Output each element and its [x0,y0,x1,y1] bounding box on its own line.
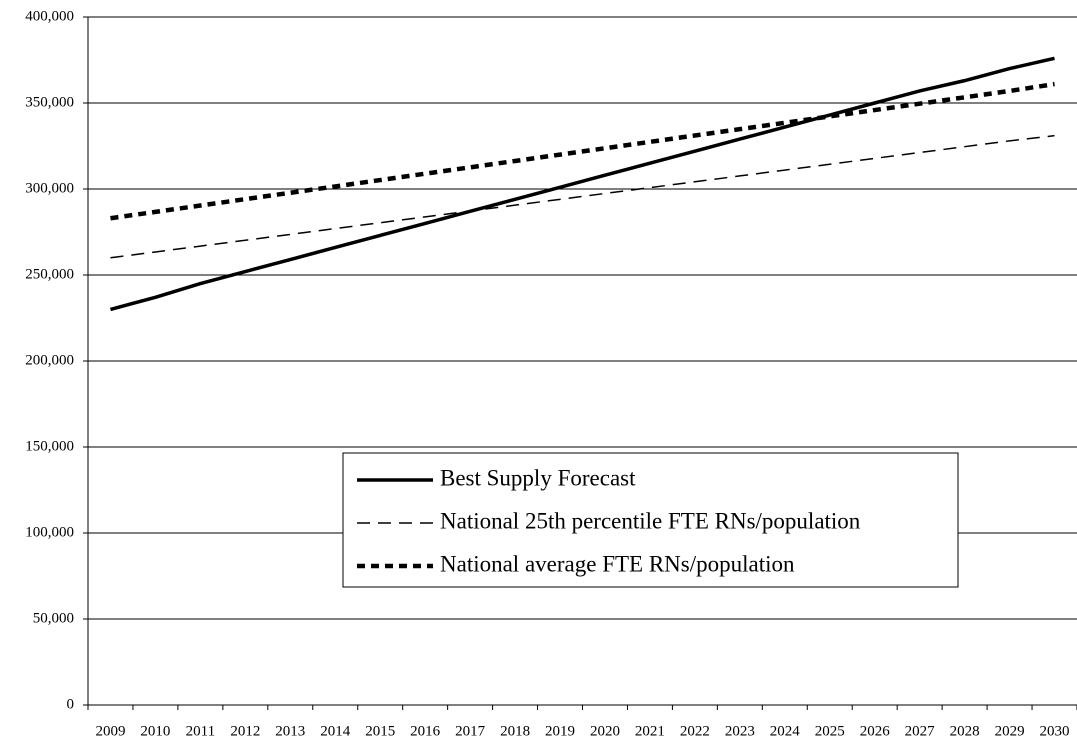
legend-label: National average FTE RNs/population [440,551,795,576]
y-tick-label: 0 [67,696,75,712]
x-tick-label: 2027 [905,723,936,739]
x-tick-label: 2021 [635,723,665,739]
x-tick-label: 2016 [410,723,441,739]
x-tick-label: 2010 [140,723,170,739]
legend-label: National 25th percentile FTE RNs/populat… [440,508,861,533]
legend-box [342,452,959,588]
x-tick-label: 2014 [320,723,351,739]
x-tick-label: 2026 [860,723,891,739]
x-tick-label: 2012 [230,723,260,739]
x-tick-label: 2015 [365,723,395,739]
x-tick-label: 2030 [1040,723,1070,739]
x-tick-label: 2028 [950,723,980,739]
x-tick-label: 2011 [186,723,215,739]
x-tick-label: 2029 [995,723,1025,739]
y-tick-label: 300,000 [25,180,74,196]
x-tick-label: 2009 [95,723,125,739]
x-tick-label: 2019 [545,723,575,739]
y-tick-label: 400,000 [25,8,74,24]
legend-label: Best Supply Forecast [440,465,636,490]
x-tick-label: 2017 [455,723,486,739]
x-tick-label: 2024 [770,723,801,739]
series-line [110,134,1055,259]
y-tick-label: 350,000 [25,94,74,110]
x-tick-label: 2023 [725,723,755,739]
x-tick-label: 2018 [500,723,530,739]
x-tick-label: 2013 [275,723,305,739]
y-tick-label: 200,000 [25,352,74,368]
series-line [110,81,1055,221]
x-tick-label: 2022 [680,723,710,739]
x-tick-label: 2025 [815,723,845,739]
y-tick-label: 150,000 [25,438,74,454]
x-tick-label: 2020 [590,723,620,739]
y-tick-label: 100,000 [25,524,74,540]
y-tick-label: 50,000 [33,610,74,626]
y-tick-label: 250,000 [25,266,74,282]
legend: Best Supply Forecast National 25th percen… [342,452,959,588]
series-line [110,56,1055,312]
